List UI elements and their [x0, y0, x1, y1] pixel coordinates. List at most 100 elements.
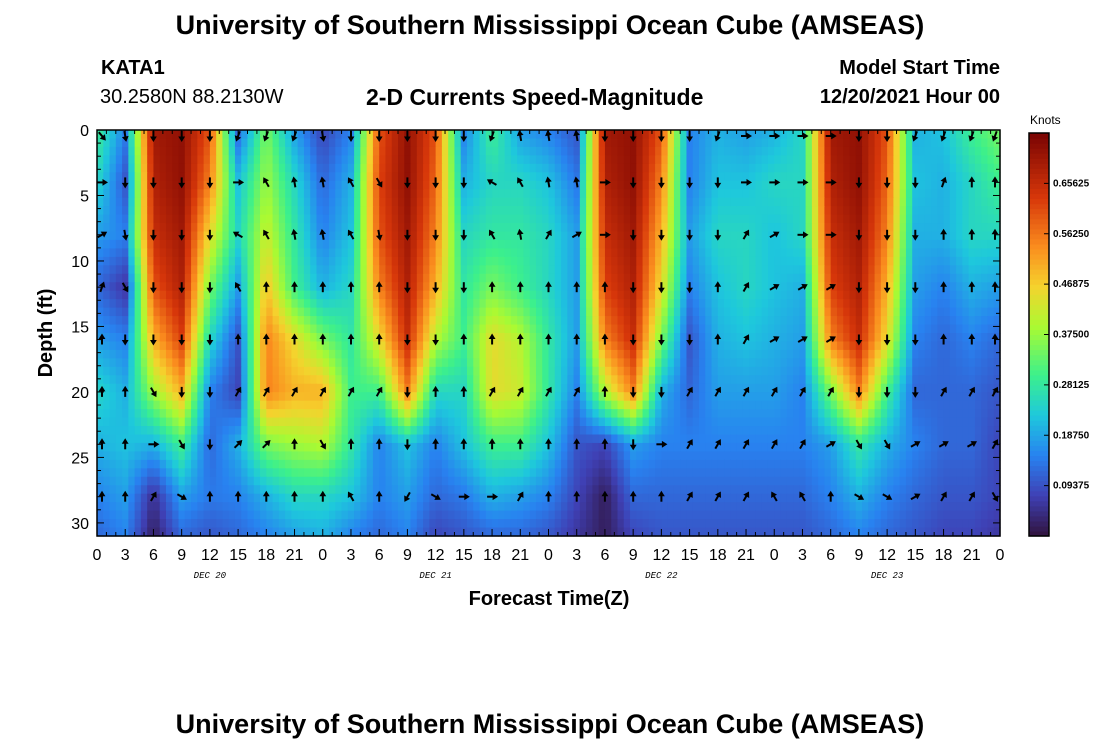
heatmap-cell [661, 349, 669, 359]
heatmap-cell [887, 172, 894, 182]
heatmap-cell [535, 197, 543, 207]
heatmap-cell [498, 265, 506, 275]
heatmap-cell [937, 138, 945, 148]
heatmap-cell [316, 409, 324, 419]
heatmap-cell [749, 324, 757, 334]
heatmap-cell [667, 265, 675, 275]
heatmap-cell [943, 189, 951, 199]
heatmap-cell [435, 366, 443, 376]
heatmap-cell [165, 163, 173, 173]
heatmap-cell [448, 400, 456, 410]
heatmap-cell [347, 273, 355, 283]
heatmap-cell [303, 409, 311, 419]
heatmap-cell [937, 172, 945, 182]
heatmap-cell [855, 172, 863, 182]
heatmap-cell [855, 197, 863, 207]
heatmap-cell [391, 341, 399, 351]
heatmap-cell [147, 206, 155, 216]
heatmap-cell [692, 341, 700, 351]
heatmap-cell [711, 223, 719, 233]
heatmap-cell [824, 366, 832, 376]
heatmap-cell [429, 256, 437, 266]
heatmap-cell [849, 349, 857, 359]
heatmap-cell [561, 299, 568, 309]
heatmap-cell [548, 358, 556, 368]
heatmap-cell [623, 316, 631, 326]
heatmap-cell [178, 197, 186, 207]
heatmap-cell [974, 180, 982, 190]
heatmap-cell [811, 375, 819, 385]
heatmap-cell [680, 214, 688, 224]
heatmap-cell [830, 341, 838, 351]
heatmap-cell [159, 341, 167, 351]
heatmap-cell [573, 316, 581, 326]
heatmap-cell [209, 214, 217, 224]
heatmap-cell [561, 197, 568, 207]
heatmap-cell [943, 248, 951, 258]
heatmap-cell [479, 400, 487, 410]
heatmap-cell [341, 256, 349, 266]
heatmap-cell [241, 358, 249, 368]
heatmap-cell [165, 392, 173, 402]
heatmap-cell [730, 299, 738, 309]
heatmap-cell [253, 155, 261, 165]
heatmap-cell [372, 214, 380, 224]
heatmap-cell [435, 358, 443, 368]
heatmap-cell [322, 130, 330, 140]
heatmap-cell [887, 375, 894, 385]
heatmap-cell [849, 383, 857, 393]
heatmap-cell [974, 316, 982, 326]
heatmap-cell [529, 138, 537, 148]
heatmap-cell [498, 358, 506, 368]
heatmap-cell [485, 248, 493, 258]
heatmap-cell [291, 307, 299, 317]
heatmap-cell [767, 392, 775, 402]
heatmap-cell [253, 231, 261, 241]
heatmap-cell [410, 299, 418, 309]
heatmap-cell [780, 265, 788, 275]
heatmap-cell [398, 349, 405, 359]
heatmap-cell [272, 256, 280, 266]
heatmap-cell [724, 146, 731, 156]
heatmap-cell [372, 307, 380, 317]
heatmap-cell [165, 256, 173, 266]
heatmap-cell [410, 172, 418, 182]
heatmap-cell [931, 256, 938, 266]
heatmap-cell [880, 256, 888, 266]
heatmap-cell [504, 282, 512, 292]
heatmap-cell [699, 366, 706, 376]
heatmap-cell [423, 299, 430, 309]
heatmap-cell [661, 290, 669, 300]
heatmap-cell [586, 358, 593, 368]
heatmap-cell [742, 223, 750, 233]
heatmap-cell [924, 138, 932, 148]
heatmap-cell [949, 239, 957, 250]
heatmap-cell [818, 180, 826, 190]
heatmap-cell [642, 172, 650, 182]
heatmap-cell [912, 375, 920, 385]
heatmap-cell [234, 324, 242, 334]
heatmap-cell [692, 265, 700, 275]
heatmap-cell [316, 282, 324, 292]
heatmap-cell [159, 231, 167, 241]
heatmap-cell [153, 180, 161, 190]
heatmap-cell [680, 248, 688, 258]
heatmap-cell [109, 417, 117, 427]
heatmap-cell [479, 383, 487, 393]
heatmap-cell [623, 383, 631, 393]
heatmap-cell [329, 273, 336, 283]
heatmap-cell [554, 172, 562, 182]
heatmap-cell [874, 138, 882, 148]
heatmap-cell [749, 189, 757, 199]
heatmap-cell [297, 206, 305, 216]
heatmap-cell [103, 324, 111, 334]
heatmap-cell [266, 417, 274, 427]
heatmap-cell [793, 341, 800, 351]
heatmap-cell [372, 299, 380, 309]
heatmap-cell [749, 400, 757, 410]
heatmap-cell [97, 180, 104, 190]
heatmap-cell [466, 400, 474, 410]
heatmap-cell [385, 383, 393, 393]
heatmap-cell [103, 214, 111, 224]
heatmap-cell [962, 358, 970, 368]
